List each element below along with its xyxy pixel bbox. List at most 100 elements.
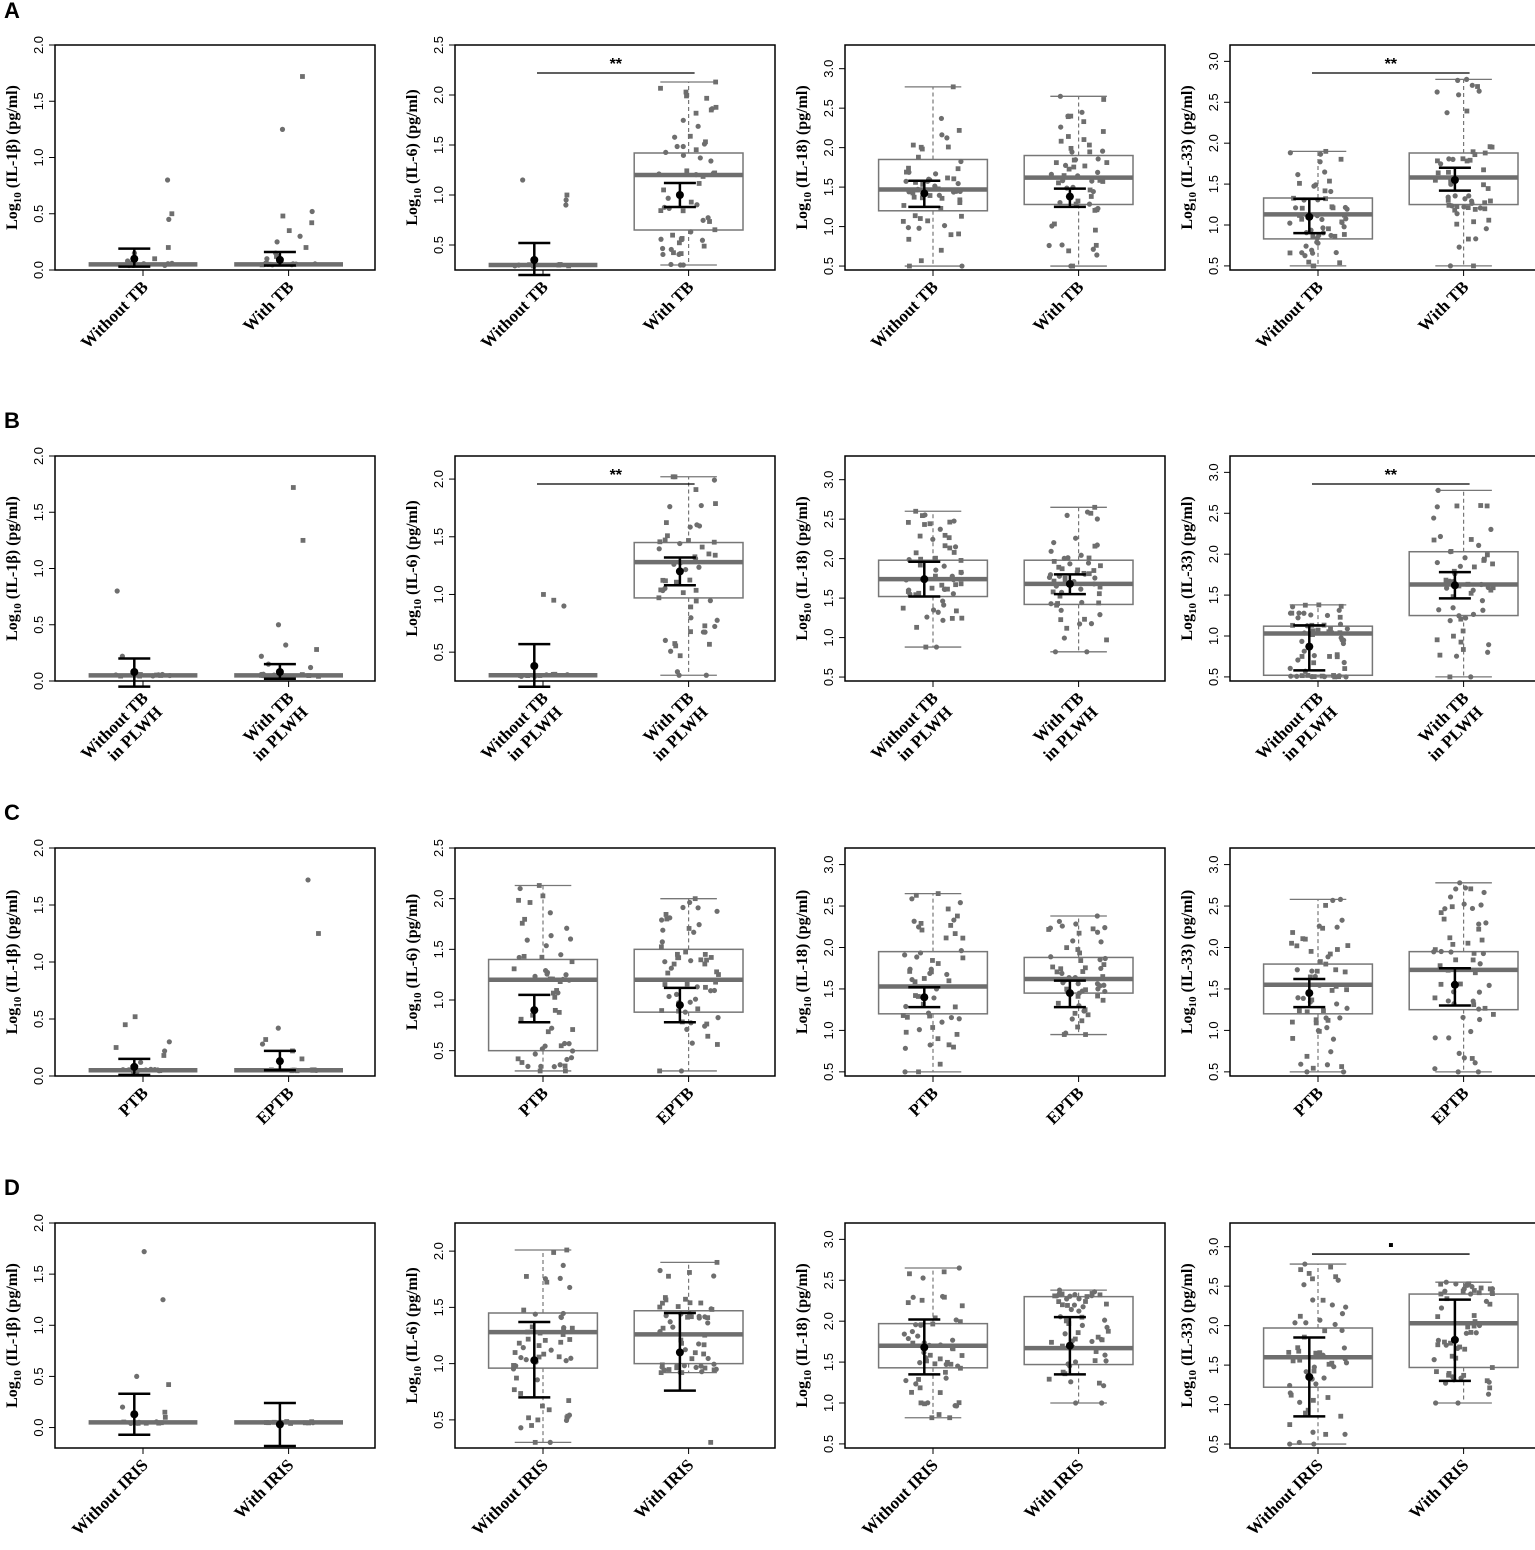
data-point: [1092, 504, 1098, 510]
data-point: [922, 522, 927, 527]
data-point: [950, 591, 956, 597]
data-point: [1468, 886, 1474, 892]
data-point: [1447, 549, 1453, 555]
data-point: [1057, 593, 1063, 599]
data-point: [1488, 587, 1494, 593]
data-point: [556, 1354, 562, 1360]
data-point: [679, 1370, 685, 1376]
group-2: [1023, 504, 1134, 655]
data-point: [702, 1365, 708, 1371]
data-point: [520, 177, 526, 183]
data-point: [1465, 581, 1471, 587]
data-point: [958, 569, 964, 575]
data-point: [1465, 1324, 1471, 1330]
data-point: [1479, 937, 1485, 943]
data-point: [945, 906, 951, 912]
data-point: [925, 1010, 932, 1016]
data-point: [949, 615, 955, 621]
data-point: [1094, 913, 1100, 919]
data-point: [949, 1345, 955, 1351]
x-category-label: PTB: [115, 1083, 152, 1120]
y-axis-label: Log10 (IL-6) (pg/ml): [404, 500, 424, 636]
data-point: [1472, 1060, 1478, 1066]
data-point: [912, 979, 918, 985]
data-point: [941, 563, 947, 569]
data-point: [1102, 1352, 1108, 1358]
data-point: [954, 913, 960, 919]
data-point: [1324, 612, 1331, 619]
data-point: [696, 1341, 702, 1347]
data-point: [656, 171, 662, 177]
data-point: [1469, 200, 1475, 206]
data-point: [1099, 1400, 1105, 1406]
data-point: [1073, 201, 1079, 207]
data-point: [666, 1273, 671, 1279]
data-point: [1462, 1346, 1468, 1352]
data-point: [665, 533, 670, 539]
group-2: [1408, 880, 1519, 1075]
data-point: [1069, 1016, 1075, 1022]
data-point: [160, 1297, 166, 1303]
data-point: [1444, 110, 1450, 116]
mean-point: [530, 256, 539, 264]
data-point: [696, 181, 702, 186]
plot-frame: [844, 1222, 1166, 1449]
data-point: [704, 1021, 710, 1027]
data-point: [558, 1339, 564, 1345]
data-point: [169, 211, 175, 217]
data-point: [527, 262, 532, 268]
data-point: [666, 1367, 672, 1372]
data-point: [1486, 217, 1492, 223]
data-point: [1487, 1301, 1493, 1307]
data-point: [906, 236, 912, 242]
plot-frame: [54, 455, 376, 682]
data-point: [660, 251, 666, 258]
data-point: [1334, 1001, 1340, 1007]
data-point: [1333, 249, 1339, 256]
data-point: [943, 1375, 949, 1381]
data-point: [555, 990, 561, 996]
chart-b-1: 0.0 0.5 1.0 1.5 2.0 Log10 (IL-1β) (pg/ml) With…: [4, 447, 376, 765]
data-point: [519, 920, 525, 926]
data-point: [676, 672, 682, 678]
data-point: [695, 123, 701, 129]
data-point: [918, 921, 924, 926]
data-point: [1479, 598, 1486, 604]
data-point: [1075, 198, 1081, 204]
x-category-label: Without IRIS: [858, 1455, 942, 1539]
data-point: [1095, 169, 1101, 175]
x-category-label: With TBin PLWH: [1410, 688, 1486, 764]
plot-frame: [454, 44, 776, 271]
data-point: [1105, 1328, 1111, 1334]
data-point: [660, 927, 666, 933]
y-tick-label: 0.5: [821, 1435, 836, 1453]
data-point: [1100, 997, 1106, 1003]
y-tick-label: 0.5: [31, 616, 46, 634]
data-point: [530, 1012, 536, 1018]
data-point: [1308, 612, 1314, 618]
data-point: [937, 1061, 943, 1067]
data-point: [1314, 235, 1320, 241]
data-point: [1060, 1302, 1065, 1308]
data-point: [942, 586, 948, 592]
data-point: [1455, 1400, 1461, 1406]
data-point: [1061, 173, 1067, 178]
y-tick-label: 1.0: [821, 218, 836, 236]
data-point: [1460, 647, 1466, 652]
data-point: [1313, 1350, 1319, 1356]
data-point: [1327, 951, 1333, 957]
data-point: [522, 916, 528, 922]
data-point: [1081, 137, 1087, 142]
data-point: [670, 1324, 676, 1330]
data-point: [271, 672, 277, 678]
chart-d-1: 0.0 0.5 1.0 1.5 2.0 Log10 (IL-1β) (pg/ml) With…: [4, 1214, 376, 1539]
data-point: [1476, 926, 1482, 932]
data-point: [913, 550, 919, 556]
data-point: [1460, 1014, 1466, 1021]
data-point: [1309, 968, 1315, 974]
data-point: [1290, 1358, 1296, 1364]
data-point: [938, 247, 944, 253]
mean-point: [275, 1420, 284, 1429]
data-point: [688, 604, 694, 610]
data-point: [905, 224, 911, 231]
